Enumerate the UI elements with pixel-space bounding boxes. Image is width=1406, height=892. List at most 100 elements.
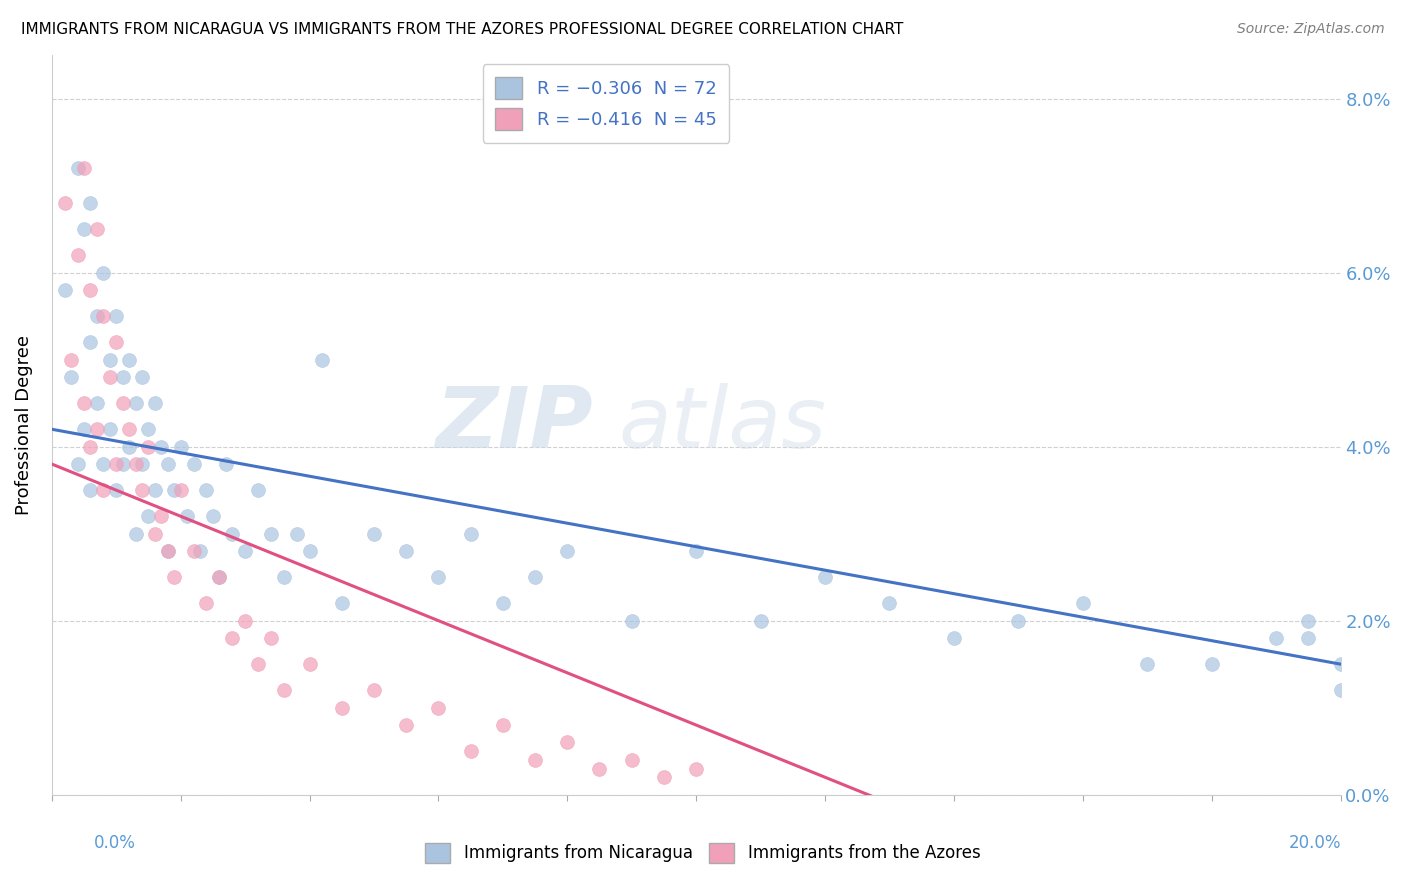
Point [188, 544, 211, 558]
Point [685, 762, 707, 776]
Point [749, 614, 772, 628]
Point [215, 457, 238, 471]
Point [124, 396, 146, 410]
Point [79, 283, 101, 297]
Text: Source: ZipAtlas.com: Source: ZipAtlas.com [1237, 22, 1385, 37]
Text: 20.0%: 20.0% [1288, 834, 1341, 852]
Point [183, 457, 205, 471]
Point [395, 544, 418, 558]
Point [427, 700, 450, 714]
Point [246, 657, 269, 672]
Point [169, 483, 191, 497]
Point [1071, 596, 1094, 610]
Point [1298, 614, 1320, 628]
Point [66, 457, 89, 471]
Point [1007, 614, 1029, 628]
Point [150, 509, 173, 524]
Text: 0.0%: 0.0% [94, 834, 136, 852]
Point [118, 440, 141, 454]
Point [183, 544, 205, 558]
Point [143, 483, 166, 497]
Point [91, 309, 114, 323]
Point [60, 370, 83, 384]
Point [111, 370, 134, 384]
Y-axis label: Professional Degree: Professional Degree [15, 334, 32, 515]
Point [1298, 631, 1320, 645]
Point [330, 596, 353, 610]
Point [195, 483, 218, 497]
Point [620, 753, 643, 767]
Point [221, 526, 243, 541]
Point [73, 422, 96, 436]
Point [124, 526, 146, 541]
Point [208, 570, 231, 584]
Point [260, 631, 283, 645]
Point [460, 744, 482, 758]
Point [124, 457, 146, 471]
Point [105, 457, 128, 471]
Point [105, 483, 128, 497]
Point [201, 509, 224, 524]
Point [79, 196, 101, 211]
Point [221, 631, 243, 645]
Point [524, 570, 547, 584]
Point [246, 483, 269, 497]
Point [363, 683, 385, 698]
Point [273, 683, 295, 698]
Point [233, 544, 256, 558]
Point [652, 770, 675, 784]
Legend: Immigrants from Nicaragua, Immigrants from the Azores: Immigrants from Nicaragua, Immigrants fr… [415, 832, 991, 873]
Point [163, 483, 186, 497]
Point [1201, 657, 1223, 672]
Point [427, 570, 450, 584]
Point [156, 457, 179, 471]
Point [195, 596, 218, 610]
Point [285, 526, 308, 541]
Point [79, 335, 101, 350]
Point [138, 509, 160, 524]
Point [79, 440, 101, 454]
Point [176, 509, 198, 524]
Point [131, 457, 153, 471]
Point [86, 309, 108, 323]
Point [879, 596, 901, 610]
Point [260, 526, 283, 541]
Point [298, 657, 321, 672]
Point [111, 396, 134, 410]
Point [131, 370, 153, 384]
Point [298, 544, 321, 558]
Point [91, 266, 114, 280]
Point [98, 352, 121, 367]
Point [814, 570, 837, 584]
Point [60, 352, 83, 367]
Point [555, 544, 578, 558]
Point [53, 283, 76, 297]
Point [492, 596, 515, 610]
Point [156, 544, 179, 558]
Point [138, 440, 160, 454]
Point [460, 526, 482, 541]
Point [492, 718, 515, 732]
Point [86, 396, 108, 410]
Point [555, 735, 578, 749]
Point [86, 222, 108, 236]
Point [233, 614, 256, 628]
Point [588, 762, 610, 776]
Point [1329, 657, 1351, 672]
Point [66, 161, 89, 176]
Point [163, 570, 186, 584]
Point [156, 544, 179, 558]
Point [105, 335, 128, 350]
Point [91, 483, 114, 497]
Text: ZIP: ZIP [436, 384, 593, 467]
Point [143, 526, 166, 541]
Point [91, 457, 114, 471]
Point [942, 631, 965, 645]
Point [118, 422, 141, 436]
Point [98, 422, 121, 436]
Point [311, 352, 333, 367]
Point [66, 248, 89, 262]
Point [524, 753, 547, 767]
Point [79, 483, 101, 497]
Text: IMMIGRANTS FROM NICARAGUA VS IMMIGRANTS FROM THE AZORES PROFESSIONAL DEGREE CORR: IMMIGRANTS FROM NICARAGUA VS IMMIGRANTS … [21, 22, 904, 37]
